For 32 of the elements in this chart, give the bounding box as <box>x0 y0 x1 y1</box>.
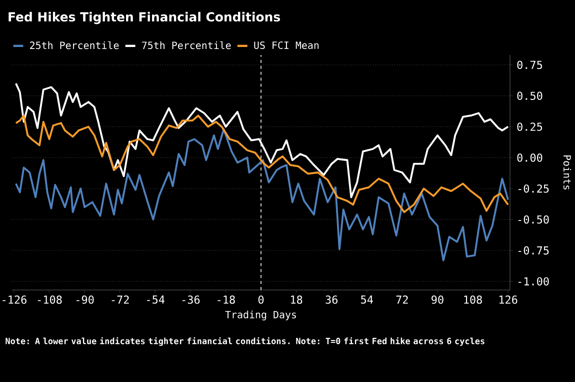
x-tick-label: 0 <box>258 296 264 304</box>
x-tick-label: 54 <box>361 296 373 304</box>
line-series <box>14 128 509 262</box>
x-tick-label: 72 <box>396 296 408 304</box>
x-tick-label: -72 <box>112 296 129 304</box>
x-tick-label: 90 <box>432 296 444 304</box>
y-tick-label: 0.50 <box>517 92 542 100</box>
y-axis-title: Points <box>563 155 572 190</box>
text: Note: A lower value indicates tighter financial conditions. Note: T=0 first Fed hike across 6 cycles <box>6 337 484 346</box>
x-axis-title: Trading Days <box>225 310 296 320</box>
x-tick-label: 18 <box>291 296 302 304</box>
x-tick-label: -90 <box>76 296 94 304</box>
x-tick-label: -108 <box>38 296 62 304</box>
legend-label: 75th Percentile <box>142 41 231 50</box>
chart-title: Fed Hikes Tighten Financial Conditions <box>8 12 280 24</box>
y-tick-label: -0.25 <box>518 184 549 193</box>
x-tick-label: 126 <box>499 296 518 304</box>
x-tick-label: -126 <box>2 296 26 304</box>
legend-label: US FCI Mean <box>254 41 319 49</box>
x-tick-label: -54 <box>147 296 164 304</box>
x-tick-label: 108 <box>464 296 482 304</box>
y-tick-label: 0.00 <box>517 154 542 162</box>
y-tick-label: 0.75 <box>517 60 542 70</box>
y-tick-label: -0.50 <box>518 215 549 224</box>
y-tick-label: -1.00 <box>518 277 549 286</box>
x-tick-label: 36 <box>326 296 338 304</box>
x-tick-label: -36 <box>182 296 200 304</box>
x-tick-label: -18 <box>218 296 235 304</box>
line-series <box>14 114 509 214</box>
y-tick-label: 0.25 <box>517 122 542 131</box>
y-tick-label: -0.75 <box>518 246 549 255</box>
legend-label: 25th Percentile <box>30 41 119 50</box>
